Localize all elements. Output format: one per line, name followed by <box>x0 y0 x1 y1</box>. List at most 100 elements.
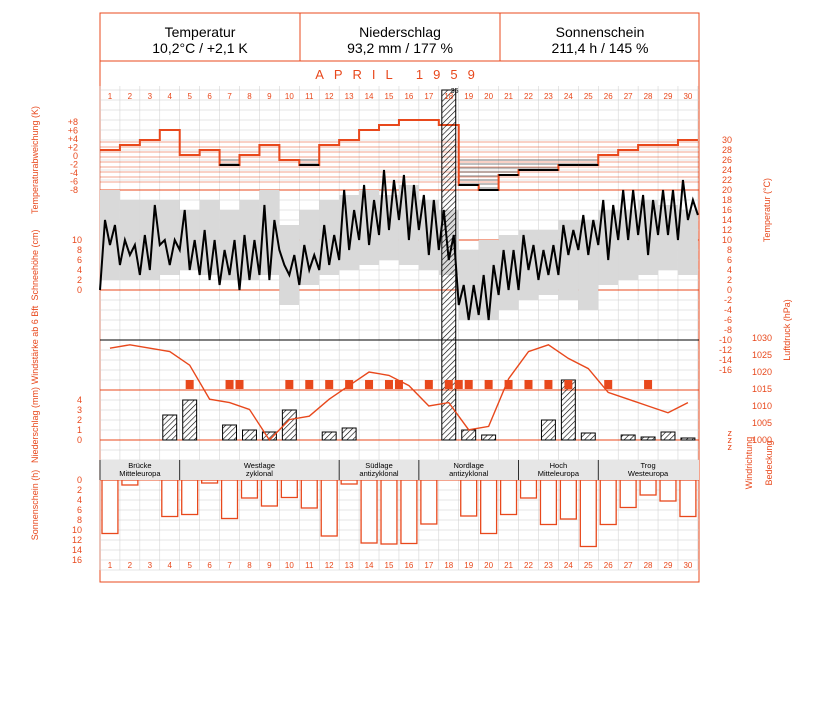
precip-bar <box>321 431 337 441</box>
day-number: 25 <box>584 561 593 570</box>
winddir-tick: z <box>728 435 733 445</box>
wind-marker <box>225 380 234 389</box>
precip-tick: 0 <box>77 435 82 445</box>
temperature-tick: 30 <box>722 135 732 145</box>
weather-type-label: Westlage <box>244 461 275 470</box>
axis-labels: Temperaturabweichung (K) Schneehöhe (cm) W… <box>30 106 792 540</box>
day-number: 3 <box>148 561 153 570</box>
day-number: 30 <box>683 561 692 570</box>
wind-marker <box>365 380 374 389</box>
day-number: 16 <box>404 92 413 101</box>
sunshine-bar <box>659 479 677 502</box>
sunshine-bar <box>420 479 438 525</box>
normal-range-bar <box>299 210 320 285</box>
wind-markers <box>185 380 653 389</box>
month-title: APRIL 1959 <box>315 67 485 82</box>
day-number: 26 <box>604 92 613 101</box>
precipitation-header-value: 93,2 mm / 177 % <box>347 40 453 56</box>
weather-type-label: Brücke <box>128 461 151 470</box>
temp-deviation-bars <box>100 119 698 191</box>
day-number: 29 <box>664 92 673 101</box>
temperature-tick: 4 <box>727 265 732 275</box>
day-number: 30 <box>683 92 692 101</box>
temperature-tick: -10 <box>719 335 732 345</box>
sunshine-bars <box>101 479 697 548</box>
precip-bar <box>540 419 556 441</box>
day-number: 6 <box>207 92 212 101</box>
sunshine-bar <box>300 479 318 509</box>
sunshine-bar <box>539 479 558 526</box>
temperature-tick: -8 <box>724 325 732 335</box>
summary-header: Temperatur 10,2°C / +2,1 K Niederschlag … <box>100 13 699 62</box>
weather-type-label: Hoch <box>550 461 568 470</box>
sunshine-header-value: 211,4 h / 145 % <box>551 40 648 56</box>
precip-tick: 3 <box>77 405 82 415</box>
weather-type-label: Nordlage <box>453 461 483 470</box>
snow-tick: 4 <box>77 265 82 275</box>
normal-range-bar <box>219 210 240 280</box>
day-number: 22 <box>524 561 533 570</box>
sunshine-header-title: Sonnenschein <box>556 24 645 40</box>
day-number: 23 <box>544 561 553 570</box>
normal-range-bar <box>239 200 260 280</box>
sunshine-bar <box>260 479 279 507</box>
day-number: 7 <box>227 561 232 570</box>
precip-bar <box>580 432 596 441</box>
wind-marker <box>454 380 463 389</box>
pressure-tick: 1025 <box>752 350 772 360</box>
normal-range-bar <box>100 190 120 280</box>
temperature-header-title: Temperatur <box>165 24 236 40</box>
pressure-tick: 1030 <box>752 333 772 343</box>
pressure-tick: 1020 <box>752 367 772 377</box>
day-number: 13 <box>345 92 354 101</box>
wind-marker <box>394 380 403 389</box>
day-number: 18 <box>444 561 453 570</box>
wind-marker <box>185 380 194 389</box>
pressure-tick: 1015 <box>752 384 772 394</box>
precip-bar <box>341 427 357 441</box>
day-number: 6 <box>207 561 212 570</box>
temperature-tick: 6 <box>727 255 732 265</box>
normal-range-bar <box>578 220 599 310</box>
wind-marker <box>424 380 433 389</box>
day-number: 11 <box>305 561 314 570</box>
wind-marker <box>384 380 393 389</box>
sunshine-tick: 4 <box>77 495 82 505</box>
wind-marker <box>604 380 613 389</box>
day-number: 20 <box>484 561 493 570</box>
day-number: 2 <box>128 561 133 570</box>
sunshine-bar <box>579 479 597 548</box>
sunshine-bar <box>121 479 139 486</box>
normal-range-bar <box>279 225 300 305</box>
wind-marker <box>644 380 653 389</box>
precip-tick: 4 <box>77 395 82 405</box>
day-number: 26 <box>604 561 613 570</box>
day-number: 12 <box>325 561 334 570</box>
sunshine-tick: 8 <box>77 515 82 525</box>
normal-range-bar <box>319 200 340 275</box>
normal-range-bar <box>398 185 419 265</box>
sunshine-bar <box>559 479 577 520</box>
day-number: 18 <box>444 92 453 101</box>
temperature-tick: 28 <box>722 145 732 155</box>
axis-label-wind: Windstärke ab 6 Bft <box>30 305 40 384</box>
day-number: 1 <box>108 92 113 101</box>
day-number: 13 <box>345 561 354 570</box>
temperature-tick: 14 <box>722 215 732 225</box>
normal-range-bar <box>159 200 180 275</box>
sunshine-bar <box>340 479 358 485</box>
pressure-tick: 1000 <box>752 435 772 445</box>
day-number: 5 <box>187 561 192 570</box>
sunshine-bar <box>320 479 338 537</box>
tempdev-tick: -2 <box>70 160 78 170</box>
precip-bar <box>162 414 178 441</box>
sunshine-tick: 2 <box>77 485 82 495</box>
pressure-polyline <box>109 344 689 442</box>
sunshine-bar <box>181 479 199 516</box>
wind-marker <box>544 380 553 389</box>
day-number: 10 <box>285 92 294 101</box>
day-number: 22 <box>524 92 533 101</box>
sunshine-bar <box>400 479 418 545</box>
sunshine-bar <box>360 479 378 544</box>
